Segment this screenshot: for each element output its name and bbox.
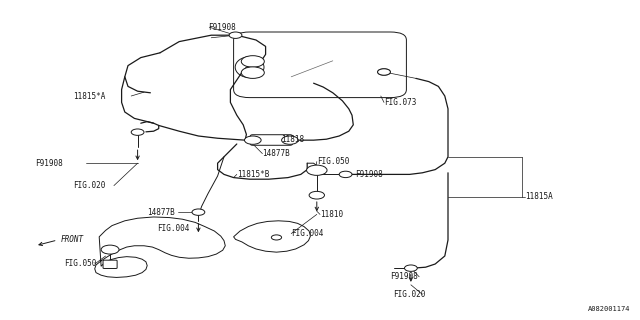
Ellipse shape bbox=[236, 57, 264, 78]
Text: FIG.073: FIG.073 bbox=[384, 98, 417, 107]
Circle shape bbox=[339, 171, 352, 178]
Text: 14877B: 14877B bbox=[262, 149, 290, 158]
Text: F91908: F91908 bbox=[35, 159, 63, 168]
Circle shape bbox=[271, 235, 282, 240]
Circle shape bbox=[404, 265, 417, 271]
FancyBboxPatch shape bbox=[103, 260, 117, 268]
Circle shape bbox=[309, 191, 324, 199]
Circle shape bbox=[101, 245, 119, 254]
Circle shape bbox=[378, 69, 390, 75]
Text: F91908: F91908 bbox=[355, 170, 383, 179]
Text: FIG.020: FIG.020 bbox=[394, 290, 426, 299]
Text: 11810: 11810 bbox=[320, 210, 343, 219]
Text: FIG.020: FIG.020 bbox=[74, 181, 106, 190]
Text: 14877B: 14877B bbox=[147, 208, 175, 217]
Circle shape bbox=[241, 67, 264, 78]
Text: 11818: 11818 bbox=[282, 135, 305, 144]
Text: F91908: F91908 bbox=[390, 272, 418, 281]
Circle shape bbox=[244, 136, 261, 144]
Circle shape bbox=[282, 136, 298, 144]
Circle shape bbox=[378, 69, 390, 75]
Text: FIG.004: FIG.004 bbox=[157, 224, 189, 233]
Circle shape bbox=[192, 209, 205, 215]
Text: FRONT: FRONT bbox=[61, 235, 84, 244]
Text: FIG.050: FIG.050 bbox=[64, 260, 97, 268]
FancyBboxPatch shape bbox=[250, 135, 292, 145]
Text: FIG.004: FIG.004 bbox=[291, 229, 324, 238]
Text: 11815*A: 11815*A bbox=[74, 92, 106, 100]
Circle shape bbox=[241, 56, 264, 67]
Circle shape bbox=[229, 32, 242, 38]
Text: 11815*B: 11815*B bbox=[237, 170, 269, 179]
Text: 11815A: 11815A bbox=[525, 192, 552, 201]
Text: F91908: F91908 bbox=[208, 23, 236, 32]
Circle shape bbox=[131, 129, 144, 135]
Text: FIG.050: FIG.050 bbox=[317, 157, 349, 166]
Text: A082001174: A082001174 bbox=[588, 306, 630, 312]
FancyBboxPatch shape bbox=[234, 32, 406, 98]
Circle shape bbox=[307, 165, 327, 175]
